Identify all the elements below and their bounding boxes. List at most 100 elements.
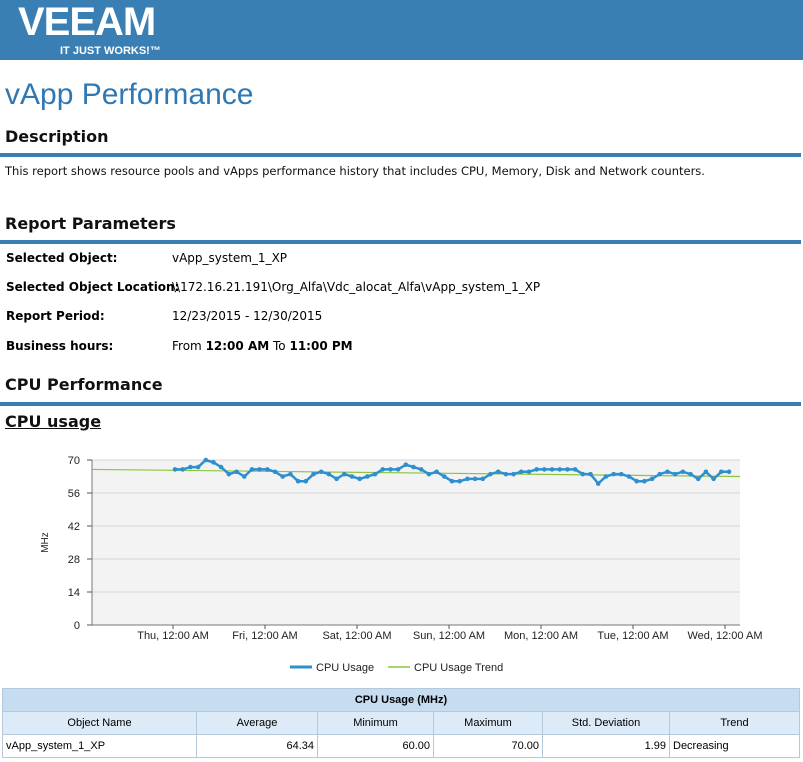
cpu-usage-point	[318, 469, 324, 475]
cpu-usage-point	[580, 471, 586, 477]
cpu-usage-point	[449, 478, 455, 484]
cpu-usage-point	[265, 467, 270, 472]
cpu-usage-point	[472, 476, 478, 482]
cpu-usage-point	[303, 478, 309, 484]
cpu-usage-point	[249, 467, 255, 472]
cpu-usage-point	[688, 471, 693, 477]
y-tick-label: 56	[68, 488, 80, 500]
location-value: \\172.16.21.191\Org_Alfa\Vdc_alocat_Alfa…	[172, 280, 541, 294]
col-header-object-name: Object Name	[2, 711, 197, 735]
cpu-usage-table: CPU Usage (MHz) Object Name Average Mini…	[2, 688, 800, 758]
cell-std-deviation: 1.99	[542, 734, 670, 758]
svg-text:VEEAM: VEEAM	[18, 2, 155, 44]
cpu-usage-point	[257, 467, 262, 472]
business-end: 11:00 PM	[289, 339, 353, 353]
page-title: vApp Performance	[5, 78, 254, 111]
cpu-usage-point	[503, 471, 509, 477]
cpu-usage-point	[218, 464, 224, 470]
table-row: vApp_system_1_XP 64.34 60.00 70.00 1.99 …	[2, 734, 800, 758]
cpu-usage-point	[595, 481, 601, 486]
cpu-usage-point	[534, 467, 539, 472]
cpu-usage-point	[311, 471, 316, 477]
cpu-usage-point	[611, 471, 616, 477]
cpu-usage-point	[480, 476, 486, 482]
cpu-usage-point	[395, 467, 401, 472]
description-heading: Description	[5, 127, 109, 146]
business-from: From	[172, 339, 202, 353]
cpu-usage-point	[280, 474, 286, 479]
cpu-usage-point	[226, 471, 232, 477]
y-tick-label: 28	[68, 554, 80, 566]
col-header-maximum: Maximum	[433, 711, 543, 735]
legend-label-trend: CPU Usage Trend	[414, 662, 503, 674]
cpu-usage-point	[549, 467, 555, 472]
cpu-usage-point	[403, 462, 409, 468]
cell-trend: Decreasing	[669, 734, 800, 758]
cpu-usage-point	[326, 471, 332, 477]
cell-minimum: 60.00	[317, 734, 434, 758]
parameters-heading: Report Parameters	[5, 214, 176, 233]
cpu-usage-point	[426, 471, 432, 477]
cpu-usage-point	[188, 464, 193, 470]
header-banner: VEEAM IT JUST WORKS!™	[0, 0, 803, 60]
legend-label-cpu-usage: CPU Usage	[316, 662, 374, 674]
y-tick-label: 42	[68, 521, 80, 533]
parameters-rule	[0, 240, 801, 244]
plot-area	[92, 460, 740, 625]
cpu-usage-point	[634, 478, 639, 484]
cpu-usage-point	[380, 467, 386, 472]
cpu-usage-point	[711, 476, 716, 482]
cpu-usage-point	[172, 467, 178, 472]
cpu-usage-point	[203, 457, 209, 463]
cpu-usage-point	[526, 469, 532, 475]
cpu-usage-point	[288, 471, 293, 477]
x-tick-label: Thu, 12:00 AM	[137, 630, 209, 642]
cpu-rule	[0, 402, 801, 406]
x-tick-label: Mon, 12:00 AM	[504, 630, 578, 642]
business-hours-value: From 12:00 AM To 11:00 PM	[172, 339, 353, 353]
business-hours-label: Business hours:	[6, 339, 114, 353]
veeam-logo: VEEAM IT JUST WORKS!™	[18, 0, 168, 58]
cpu-usage-point	[657, 471, 663, 477]
cpu-usage-point	[618, 471, 624, 477]
cpu-usage-point	[195, 464, 201, 470]
cpu-usage-point	[642, 478, 647, 484]
cpu-usage-point	[241, 474, 247, 479]
cpu-usage-point	[565, 467, 570, 472]
col-header-minimum: Minimum	[317, 711, 434, 735]
col-header-trend: Trend	[669, 711, 800, 735]
table-caption: CPU Usage (MHz)	[2, 688, 800, 712]
cpu-usage-point	[680, 469, 686, 475]
cpu-usage-point	[603, 474, 609, 479]
x-tick-label: Sun, 12:00 AM	[413, 630, 485, 642]
cpu-usage-point	[365, 474, 370, 479]
cpu-usage-point	[349, 474, 355, 479]
cell-object-name: vApp_system_1_XP	[2, 734, 197, 758]
description-text: This report shows resource pools and vAp…	[5, 164, 705, 178]
veeam-logo-image: VEEAM IT JUST WORKS!™	[18, 0, 161, 57]
period-label: Report Period:	[6, 309, 105, 323]
selected-object-label: Selected Object:	[6, 251, 118, 265]
x-tick-label: Fri, 12:00 AM	[232, 630, 297, 642]
cpu-usage-point	[372, 471, 378, 477]
cpu-usage-point	[557, 467, 563, 472]
cpu-usage-point	[457, 478, 462, 484]
cpu-usage-point	[488, 471, 493, 477]
cpu-usage-chart: 0 14 28 42 56 70 MHz Thu, 12:00 AM Fri, 12:00 AM…	[40, 455, 763, 674]
cpu-usage-point	[180, 467, 185, 472]
cpu-usage-point	[418, 467, 424, 472]
cpu-usage-point	[442, 474, 447, 479]
cpu-usage-point	[703, 469, 709, 475]
cpu-usage-point	[649, 476, 655, 482]
cpu-usage-subtitle: CPU usage	[5, 412, 102, 431]
cpu-usage-point	[341, 471, 347, 477]
cpu-usage-point	[511, 471, 516, 477]
cpu-usage-point	[626, 474, 632, 479]
business-start: 12:00 AM	[205, 339, 270, 353]
cpu-usage-point	[518, 469, 524, 475]
cpu-usage-point	[295, 478, 301, 484]
business-to: To	[273, 339, 286, 353]
selected-object-value: vApp_system_1_XP	[172, 251, 288, 265]
cpu-usage-point	[388, 467, 393, 472]
y-axis-label: MHz	[40, 532, 51, 553]
